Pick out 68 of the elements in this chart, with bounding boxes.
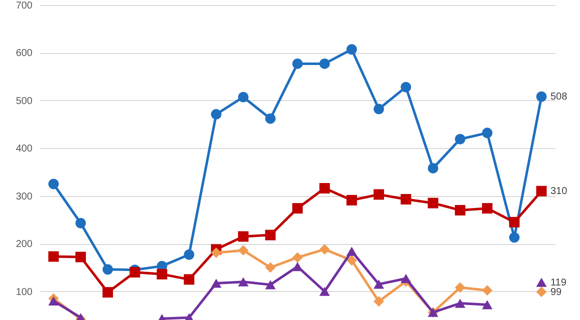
point xyxy=(292,203,303,214)
point xyxy=(265,280,276,290)
point xyxy=(536,286,547,298)
y-tick-label: 700 xyxy=(16,0,33,12)
point xyxy=(374,104,384,114)
point xyxy=(400,82,412,92)
point xyxy=(156,268,168,280)
point xyxy=(400,274,412,284)
point xyxy=(184,274,194,285)
point xyxy=(346,194,357,206)
y-tick-label: 400 xyxy=(16,144,33,155)
point xyxy=(48,296,59,306)
point xyxy=(210,247,222,258)
data-label: 99 xyxy=(550,286,562,298)
y-tick-label: 300 xyxy=(16,191,33,202)
point xyxy=(482,203,492,214)
point xyxy=(265,230,276,240)
point xyxy=(509,216,520,228)
point xyxy=(210,109,222,120)
point xyxy=(454,298,466,308)
point xyxy=(319,286,330,296)
data-label: 310 xyxy=(550,186,568,198)
y-tick-label: 600 xyxy=(16,48,33,60)
point xyxy=(454,134,466,144)
point xyxy=(102,264,114,275)
point xyxy=(102,287,114,298)
point xyxy=(482,285,492,296)
point xyxy=(374,189,384,200)
point xyxy=(292,252,303,263)
point xyxy=(130,267,140,278)
point xyxy=(346,255,357,266)
point xyxy=(536,278,547,287)
point xyxy=(75,218,86,228)
point xyxy=(346,246,357,256)
point xyxy=(454,204,466,216)
point xyxy=(319,183,330,194)
point xyxy=(292,58,303,69)
point xyxy=(454,282,466,293)
point xyxy=(400,194,412,204)
point xyxy=(346,44,357,55)
point xyxy=(238,231,249,242)
point xyxy=(482,300,492,310)
point xyxy=(184,249,194,260)
point xyxy=(48,178,59,190)
point xyxy=(536,91,547,102)
point xyxy=(48,251,59,262)
data-label: 508 xyxy=(550,92,568,103)
point xyxy=(210,278,222,288)
point xyxy=(238,277,249,286)
point xyxy=(509,232,520,243)
y-tick-label: 100 xyxy=(16,286,33,298)
point xyxy=(238,245,249,256)
point xyxy=(265,262,276,273)
point xyxy=(265,113,276,124)
point xyxy=(238,92,249,102)
point xyxy=(374,280,384,289)
y-tick-label: 500 xyxy=(16,96,33,107)
y-tick-label: 200 xyxy=(16,239,33,250)
point xyxy=(482,128,492,138)
point xyxy=(319,244,330,255)
data-label: 119 xyxy=(550,277,567,288)
point xyxy=(428,198,438,208)
point xyxy=(374,296,384,307)
point xyxy=(75,252,86,262)
point xyxy=(319,58,330,69)
point xyxy=(536,186,547,196)
point xyxy=(428,162,438,174)
point xyxy=(292,262,303,272)
